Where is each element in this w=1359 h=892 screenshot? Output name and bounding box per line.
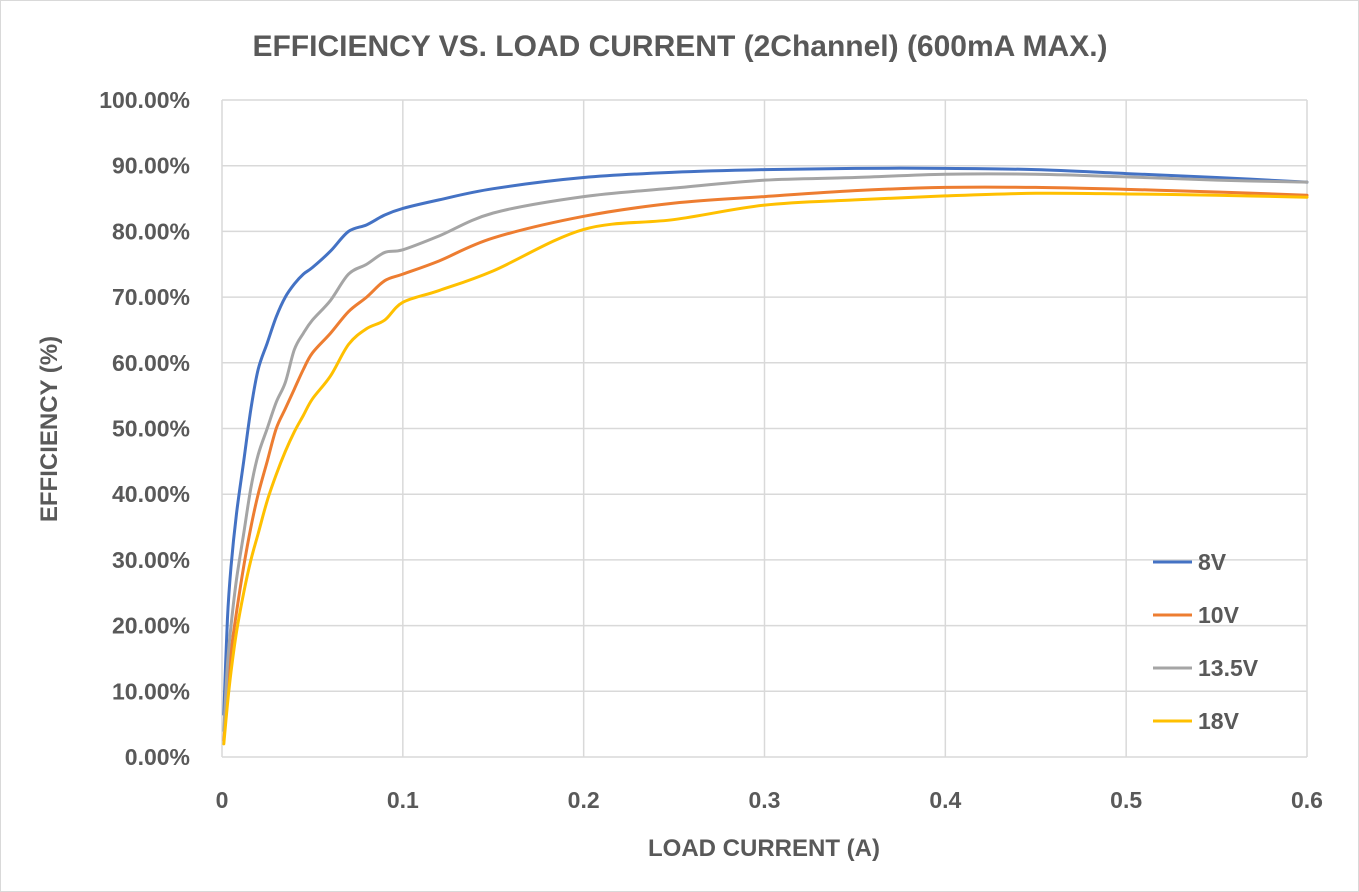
series-line-8v: [222, 166, 1309, 716]
x-tick-label: 0.4: [929, 787, 961, 813]
y-tick-label: 80.00%: [112, 218, 190, 244]
y-tick-label: 0.00%: [125, 744, 190, 770]
y-tick-label: 70.00%: [112, 284, 190, 310]
y-tick-label: 10.00%: [112, 678, 190, 704]
x-tick-label: 0: [216, 787, 229, 813]
chart-title: EFFICIENCY VS. LOAD CURRENT (2Channel) (…: [252, 30, 1107, 63]
x-tick-label: 0.1: [387, 787, 419, 813]
legend-label: 18V: [1198, 708, 1240, 734]
y-tick-label: 60.00%: [112, 350, 190, 376]
legend-label: 10V: [1198, 602, 1240, 628]
series-lines: [222, 166, 1309, 746]
x-tick-label: 0.3: [749, 787, 781, 813]
y-tick-label: 30.00%: [112, 547, 190, 573]
x-tick-labels: 0 0.1 0.2 0.3 0.4 0.5 0.6: [216, 787, 1323, 813]
x-tick-label: 0.2: [568, 787, 600, 813]
y-tick-labels: 0.00% 10.00% 20.00% 30.00% 40.00% 50.00% 60.00…: [99, 87, 190, 770]
legend-label: 13.5V: [1198, 655, 1259, 681]
y-tick-label: 100.00%: [99, 87, 190, 113]
series-line-18v: [222, 191, 1309, 746]
y-tick-label: 90.00%: [112, 153, 190, 179]
x-axis-title: LOAD CURRENT (A): [648, 835, 880, 862]
y-tick-label: 40.00%: [112, 481, 190, 507]
legend-label: 8V: [1198, 549, 1227, 575]
y-tick-label: 20.00%: [112, 613, 190, 639]
x-tick-label: 0.6: [1291, 787, 1323, 813]
y-tick-label: 50.00%: [112, 416, 190, 442]
y-axis-title: EFFICIENCY (%): [36, 336, 63, 522]
series-line-13-5v: [222, 172, 1309, 733]
series-line-10v: [222, 185, 1309, 743]
gridlines: [221, 99, 1308, 758]
legend: 8V 10V 13.5V 18V: [1153, 549, 1259, 734]
x-tick-label: 0.5: [1110, 787, 1142, 813]
